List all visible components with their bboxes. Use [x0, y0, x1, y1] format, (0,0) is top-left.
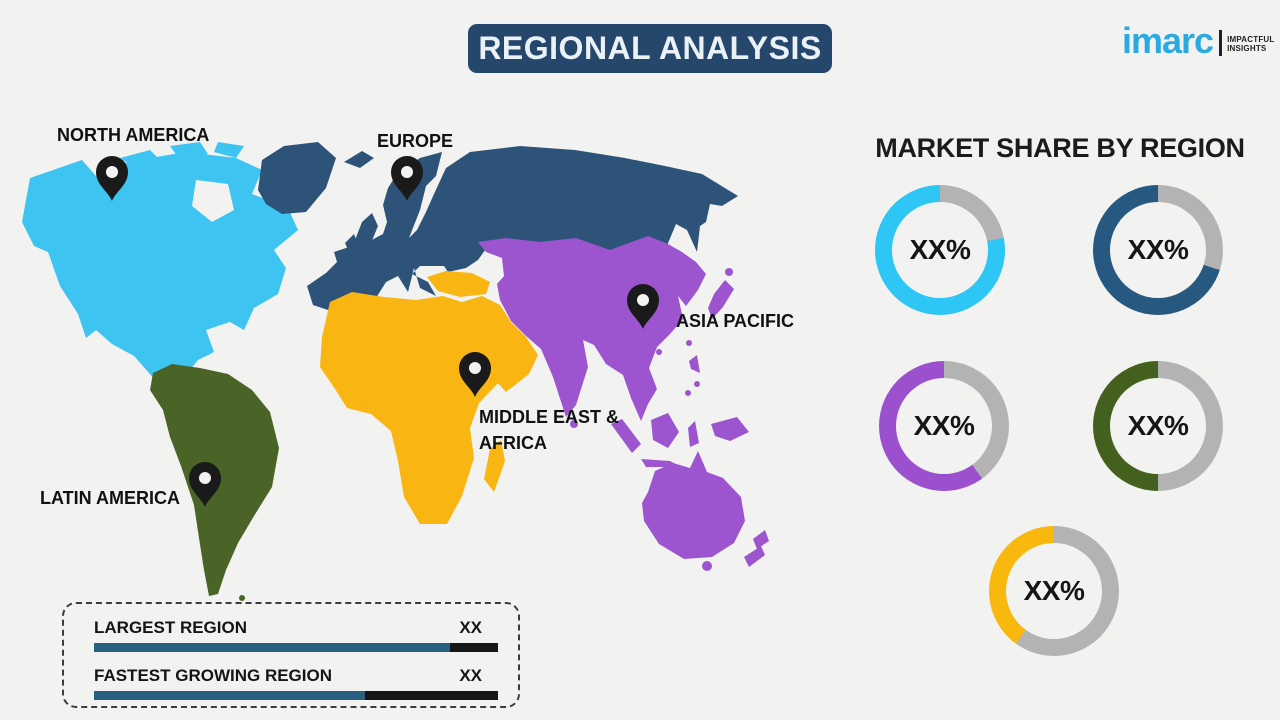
donut-value: XX%: [913, 410, 975, 441]
donut-value: XX%: [1023, 575, 1085, 606]
map-region-middle-east-africa: [320, 271, 538, 524]
logo-divider: [1219, 30, 1223, 56]
map-pin-north-america: [95, 156, 129, 202]
imarc-logo: imarc IMPACTFUL INSIGHTS: [1122, 20, 1275, 61]
hudson-bay: [192, 180, 234, 222]
donut-chart-asia-pacific: XX%: [879, 361, 1009, 491]
logo-tagline: IMPACTFUL INSIGHTS: [1227, 34, 1275, 53]
donut-chart-europe: XX%: [1093, 185, 1223, 315]
legend-value: XX: [459, 618, 482, 637]
map-pin-latin-america: [188, 462, 222, 508]
label-europe: EUROPE: [377, 131, 454, 151]
map-region-north-america: [22, 142, 298, 394]
legend-row-fastest-growing-region: FASTEST GROWING REGION XX: [94, 666, 498, 700]
region-legend-box: LARGEST REGION XX FASTEST GROWING REGION…: [62, 602, 520, 708]
page-title: REGIONAL ANALYSIS: [478, 30, 822, 66]
donut-chart-middle-east-africa: XX%: [989, 526, 1119, 656]
title-banner: REGIONAL ANALYSIS: [468, 24, 832, 73]
legend-bar: [94, 643, 498, 652]
label-asia-pacific: ASIA PACIFIC: [676, 311, 795, 331]
map-region-asia-pacific: [478, 236, 769, 571]
map-pin-middle-east-africa: [458, 352, 492, 398]
legend-bar-fill: [94, 643, 450, 652]
map-pin-asia-pacific: [626, 284, 660, 330]
legend-value: XX: [459, 666, 482, 685]
legend-bar-fill: [94, 691, 365, 700]
legend-bar: [94, 691, 498, 700]
map-pin-europe: [390, 156, 424, 202]
label-middle-east-line2: AFRICA: [479, 433, 547, 453]
label-latin-america: LATIN AMERICA: [40, 488, 180, 508]
label-middle-east-line1: MIDDLE EAST &: [479, 407, 620, 427]
donut-chart-latin-america: XX%: [1093, 361, 1223, 491]
legend-label: FASTEST GROWING REGION: [94, 666, 333, 685]
donut-value: XX%: [909, 234, 971, 265]
donut-value: XX%: [1127, 410, 1189, 441]
donut-value: XX%: [1127, 234, 1189, 265]
legend-label: LARGEST REGION: [94, 618, 248, 637]
label-north-america: NORTH AMERICA: [57, 125, 210, 145]
imarc-logo-wordmark: imarc: [1122, 20, 1214, 61]
market-share-heading: MARKET SHARE BY REGION: [875, 133, 1245, 163]
legend-row-largest-region: LARGEST REGION XX: [94, 618, 498, 652]
donut-chart-north-america: XX%: [875, 185, 1005, 315]
